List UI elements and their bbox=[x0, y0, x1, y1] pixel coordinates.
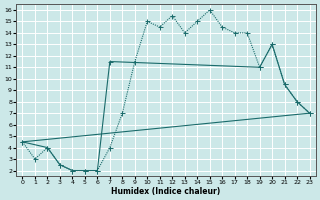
X-axis label: Humidex (Indice chaleur): Humidex (Indice chaleur) bbox=[111, 187, 221, 196]
